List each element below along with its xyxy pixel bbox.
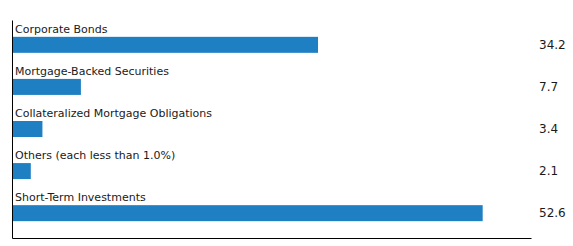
value-label: 3.4 [539,122,558,136]
category-label: Collateralized Mortgage Obligations [15,107,212,120]
chart-container: Short-Term Investments Others (each less … [0,0,573,246]
category-label: Short-Term Investments [15,191,146,204]
value-label: 34.2 [539,38,566,52]
category-label: Mortgage-Backed Securities [15,65,169,78]
value-label: 52.6 [539,206,566,220]
category-label: Others (each less than 1.0%) [15,149,175,162]
bar [12,163,31,179]
x-axis-line [13,238,532,239]
bar [12,121,42,137]
bar [12,37,318,53]
chart-svg: Short-Term Investments Others (each less … [0,0,573,246]
bar [12,205,483,221]
plot-area: Short-Term Investments Others (each less … [12,21,566,239]
value-label: 7.7 [539,80,558,94]
bar [12,79,81,95]
category-labels: Short-Term Investments Others (each less … [15,23,212,204]
x-axis [13,238,532,239]
y-axis [12,21,13,239]
bars [12,37,483,221]
value-labels: 52.6 2.1 3.4 7.7 34.2 [539,38,566,220]
value-label: 2.1 [539,164,558,178]
category-label: Corporate Bonds [15,23,108,36]
y-axis-line [12,21,13,239]
